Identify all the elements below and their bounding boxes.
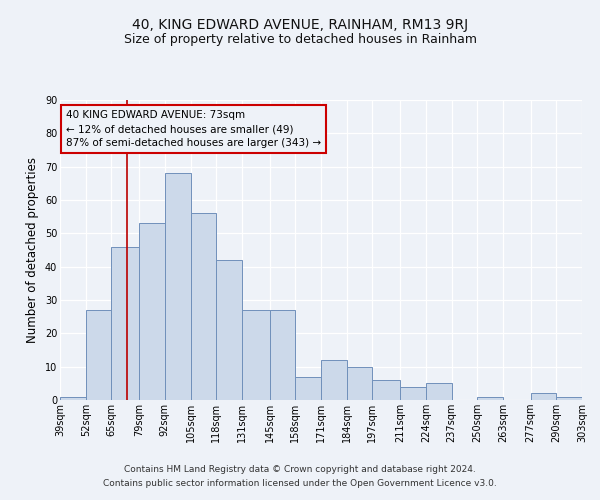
Bar [60,396,86,400]
Y-axis label: Number of detached properties: Number of detached properties [26,157,39,343]
Bar [139,224,165,400]
Bar [426,384,452,400]
Bar [191,214,216,400]
Bar [216,260,242,400]
Bar [242,310,269,400]
Text: 40 KING EDWARD AVENUE: 73sqm
← 12% of detached houses are smaller (49)
87% of se: 40 KING EDWARD AVENUE: 73sqm ← 12% of de… [66,110,321,148]
Bar [530,394,556,400]
Bar [400,386,426,400]
Text: Size of property relative to detached houses in Rainham: Size of property relative to detached ho… [124,32,476,46]
Bar [556,396,582,400]
Bar [321,360,347,400]
Text: 40, KING EDWARD AVENUE, RAINHAM, RM13 9RJ: 40, KING EDWARD AVENUE, RAINHAM, RM13 9R… [132,18,468,32]
Bar [477,396,503,400]
Bar [295,376,321,400]
Bar [165,174,191,400]
Bar [86,310,112,400]
Bar [112,246,139,400]
Bar [269,310,295,400]
Text: Contains HM Land Registry data © Crown copyright and database right 2024.
Contai: Contains HM Land Registry data © Crown c… [103,466,497,487]
Bar [347,366,373,400]
Bar [373,380,400,400]
